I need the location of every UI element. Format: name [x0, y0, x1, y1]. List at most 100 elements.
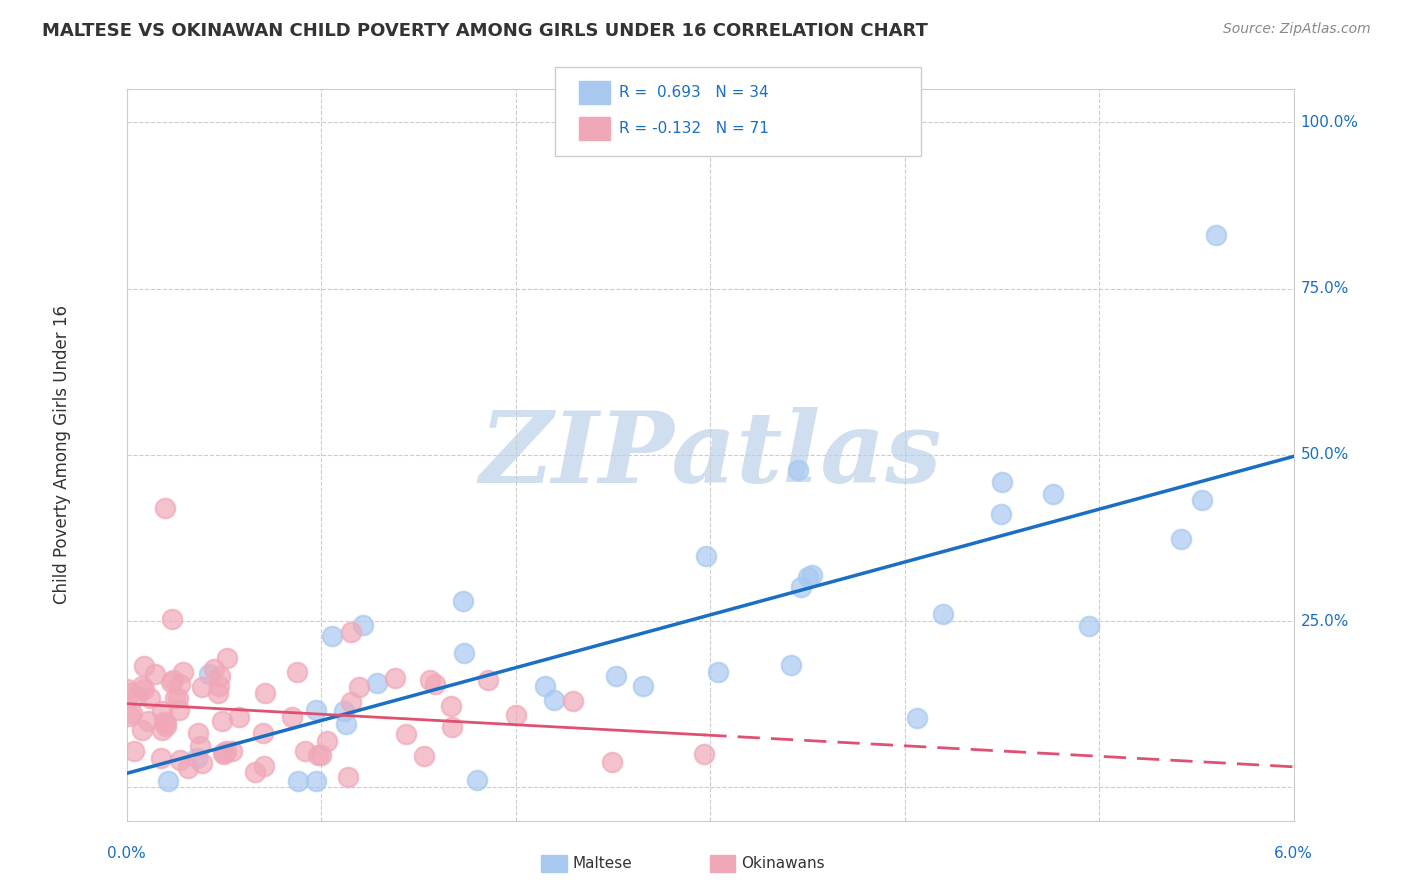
- Point: [440, 698, 463, 713]
- Point: [160, 675, 183, 690]
- Point: [305, 773, 328, 788]
- Point: [990, 475, 1012, 489]
- Point: [451, 594, 474, 608]
- Point: [132, 681, 155, 696]
- Text: Child Poverty Among Girls Under 16: Child Poverty Among Girls Under 16: [53, 305, 72, 605]
- Point: [335, 717, 357, 731]
- Point: [1191, 492, 1213, 507]
- Text: Source: ZipAtlas.com: Source: ZipAtlas.com: [1223, 22, 1371, 37]
- Text: 0.0%: 0.0%: [107, 846, 146, 861]
- Point: [412, 749, 434, 764]
- Point: [384, 671, 406, 685]
- Point: [136, 714, 159, 729]
- Point: [217, 651, 239, 665]
- Point: [801, 568, 824, 582]
- Point: [120, 685, 142, 699]
- Text: R = -0.132   N = 71: R = -0.132 N = 71: [619, 121, 769, 136]
- Point: [212, 746, 235, 760]
- Point: [131, 723, 153, 737]
- Point: [706, 665, 728, 680]
- Point: [131, 679, 153, 693]
- Point: [155, 716, 177, 731]
- Point: [796, 570, 818, 584]
- Point: [209, 668, 232, 682]
- Point: [155, 719, 177, 733]
- Point: [207, 685, 229, 699]
- Point: [307, 748, 329, 763]
- Text: R =  0.693   N = 34: R = 0.693 N = 34: [619, 86, 768, 100]
- Point: [243, 764, 266, 779]
- Point: [366, 676, 388, 690]
- Point: [467, 772, 489, 787]
- Point: [228, 710, 250, 724]
- Point: [118, 708, 141, 723]
- Point: [695, 549, 717, 564]
- Point: [212, 747, 235, 762]
- Point: [132, 658, 155, 673]
- Point: [169, 753, 191, 767]
- Point: [117, 682, 139, 697]
- Point: [1042, 486, 1064, 500]
- Point: [440, 720, 463, 734]
- Text: 50.0%: 50.0%: [1301, 448, 1348, 462]
- Point: [221, 744, 243, 758]
- Point: [333, 705, 356, 719]
- Point: [191, 680, 214, 694]
- Point: [211, 714, 233, 728]
- Point: [188, 739, 211, 753]
- Point: [187, 725, 209, 739]
- Point: [693, 747, 716, 762]
- Text: 100.0%: 100.0%: [1301, 115, 1358, 130]
- Point: [505, 708, 527, 723]
- Point: [122, 744, 145, 758]
- Point: [253, 758, 276, 772]
- Point: [316, 734, 339, 748]
- Point: [172, 665, 194, 679]
- Point: [789, 580, 811, 594]
- Text: Okinawans: Okinawans: [741, 856, 824, 871]
- Point: [477, 673, 499, 688]
- Point: [160, 611, 183, 625]
- Point: [631, 679, 654, 693]
- Point: [149, 751, 172, 765]
- Point: [208, 679, 231, 693]
- Text: Maltese: Maltese: [572, 856, 631, 871]
- Text: 25.0%: 25.0%: [1301, 614, 1348, 629]
- Point: [202, 662, 225, 676]
- Point: [423, 676, 446, 690]
- Point: [340, 695, 363, 709]
- Point: [353, 617, 375, 632]
- Point: [177, 761, 200, 775]
- Point: [155, 501, 177, 516]
- Point: [311, 748, 333, 763]
- Point: [121, 706, 143, 720]
- Point: [127, 689, 149, 703]
- Point: [150, 723, 173, 738]
- Point: [337, 770, 360, 784]
- Point: [287, 773, 309, 788]
- Point: [1170, 533, 1192, 547]
- Point: [543, 693, 565, 707]
- Text: MALTESE VS OKINAWAN CHILD POVERTY AMONG GIRLS UNDER 16 CORRELATION CHART: MALTESE VS OKINAWAN CHILD POVERTY AMONG …: [42, 22, 928, 40]
- Text: 75.0%: 75.0%: [1301, 281, 1348, 296]
- Point: [294, 744, 316, 758]
- Point: [281, 710, 304, 724]
- Point: [162, 673, 184, 687]
- Point: [347, 680, 370, 694]
- Point: [167, 703, 190, 717]
- Point: [600, 756, 623, 770]
- Point: [215, 744, 238, 758]
- Point: [186, 751, 208, 765]
- Point: [534, 680, 557, 694]
- Point: [905, 710, 928, 724]
- Point: [285, 665, 308, 679]
- Point: [562, 694, 585, 708]
- Point: [932, 607, 955, 621]
- Point: [340, 625, 363, 640]
- Point: [253, 686, 276, 700]
- Text: 6.0%: 6.0%: [1274, 846, 1313, 861]
- Point: [453, 646, 475, 660]
- Point: [605, 669, 627, 683]
- Point: [167, 691, 190, 706]
- Point: [395, 727, 418, 741]
